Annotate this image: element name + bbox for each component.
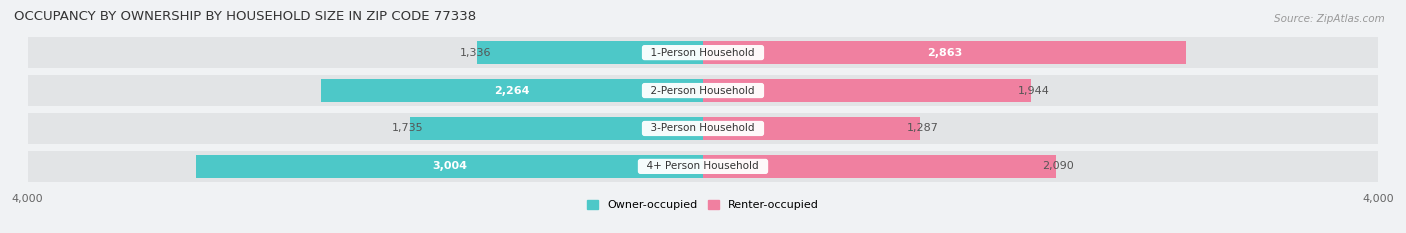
Bar	[703, 117, 921, 140]
Text: 1-Person Household: 1-Person Household	[644, 48, 762, 58]
Text: 1,735: 1,735	[392, 123, 423, 134]
Text: 1,336: 1,336	[460, 48, 491, 58]
Legend: Owner-occupied, Renter-occupied: Owner-occupied, Renter-occupied	[582, 196, 824, 215]
Bar	[703, 41, 1187, 64]
Bar	[321, 79, 703, 102]
Text: Source: ZipAtlas.com: Source: ZipAtlas.com	[1274, 14, 1385, 24]
Bar	[28, 38, 1378, 68]
Text: 4+ Person Household: 4+ Person Household	[641, 161, 765, 171]
Bar	[478, 41, 703, 64]
Bar	[411, 117, 703, 140]
Bar	[703, 155, 1056, 178]
Text: 1,944: 1,944	[1018, 86, 1050, 96]
Bar	[28, 113, 1378, 144]
Text: 2,090: 2,090	[1042, 161, 1074, 171]
Bar	[195, 155, 703, 178]
Text: 2-Person Household: 2-Person Household	[644, 86, 762, 96]
Text: 1,287: 1,287	[907, 123, 939, 134]
Bar	[703, 79, 1031, 102]
Text: 2,863: 2,863	[927, 48, 962, 58]
Text: 3,004: 3,004	[432, 161, 467, 171]
Text: 3-Person Household: 3-Person Household	[644, 123, 762, 134]
Text: OCCUPANCY BY OWNERSHIP BY HOUSEHOLD SIZE IN ZIP CODE 77338: OCCUPANCY BY OWNERSHIP BY HOUSEHOLD SIZE…	[14, 10, 477, 23]
Bar	[28, 151, 1378, 182]
Bar	[28, 75, 1378, 106]
Text: 2,264: 2,264	[494, 86, 530, 96]
